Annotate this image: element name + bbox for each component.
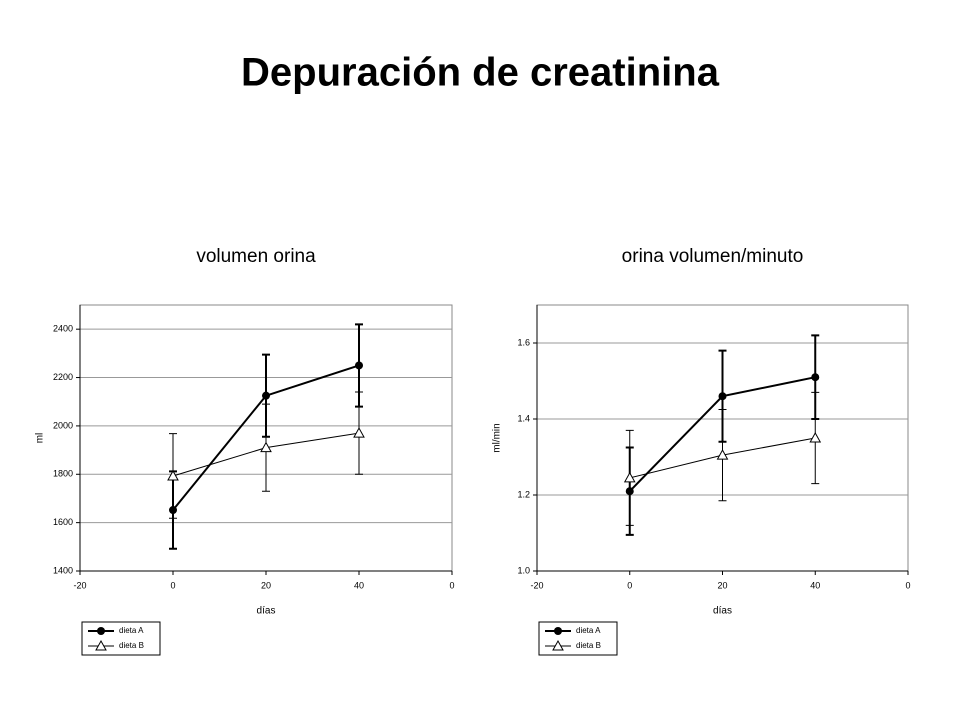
chart-title: orina volumen/minuto (622, 246, 804, 267)
x-tick-label: 0 (449, 580, 454, 590)
y-tick-label: 1400 (53, 565, 73, 575)
x-tick-label: 20 (717, 580, 727, 590)
slide-title: Depuración de creatinina (241, 51, 720, 95)
legend-label: dieta A (119, 626, 144, 635)
y-tick-label: 2000 (53, 420, 73, 430)
y-tick-label: 1.6 (517, 337, 530, 347)
x-tick-label: 0 (627, 580, 632, 590)
marker (97, 627, 105, 635)
y-axis-label: ml/min (492, 423, 503, 452)
chart-title: volumen orina (196, 246, 316, 267)
x-tick-label: 0 (170, 580, 175, 590)
marker (355, 361, 363, 370)
x-axis-label: días (713, 606, 732, 617)
y-tick-label: 1800 (53, 469, 73, 479)
marker (718, 392, 727, 401)
legend-label: dieta A (576, 626, 601, 635)
marker (811, 373, 820, 382)
marker (809, 431, 822, 443)
y-tick-label: 1600 (53, 517, 73, 527)
x-tick-label: 20 (261, 580, 271, 590)
legend-label: dieta B (576, 641, 601, 650)
legend-box (538, 621, 618, 656)
legend-label: dieta B (119, 641, 144, 650)
x-tick-label: 40 (354, 580, 364, 590)
x-tick-label: -20 (73, 580, 86, 590)
x-tick-label: -20 (530, 580, 543, 590)
marker (552, 639, 564, 651)
y-tick-label: 1.4 (517, 413, 530, 423)
marker (262, 391, 270, 400)
y-tick-label: 2400 (53, 324, 73, 334)
marker (167, 469, 179, 481)
x-tick-label: 40 (810, 580, 820, 590)
marker (554, 627, 562, 635)
y-axis-label: ml (35, 433, 46, 444)
y-tick-label: 2200 (53, 372, 73, 382)
x-tick-label: 0 (905, 580, 910, 590)
marker (353, 427, 365, 438)
y-tick-label: 1.2 (517, 489, 530, 499)
marker (95, 639, 107, 651)
marker (260, 441, 272, 453)
y-tick-label: 1.0 (517, 565, 530, 575)
marker (716, 449, 729, 460)
legend-box (81, 621, 161, 656)
marker (623, 471, 636, 483)
x-axis-label: días (257, 606, 276, 617)
